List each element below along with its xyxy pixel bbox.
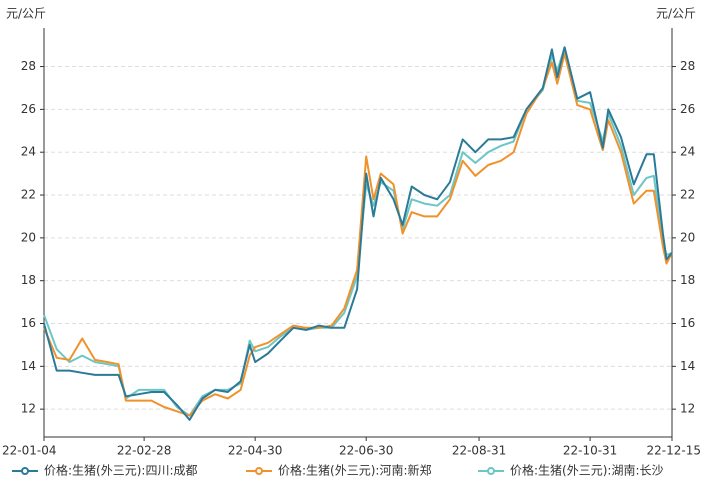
y2-tick-label: 22 xyxy=(680,188,695,202)
y2-tick-label: 26 xyxy=(680,102,695,116)
legend-marker xyxy=(21,467,29,475)
line-series xyxy=(43,52,673,417)
x-tick-label: 22-12-15 xyxy=(647,444,701,458)
legend-label: 价格:生猪(外三元):四川:成都 xyxy=(44,463,198,478)
line-series xyxy=(43,46,673,421)
y2-tick-label: 18 xyxy=(680,273,695,287)
legend-marker xyxy=(487,467,495,475)
x-tick-label: 22-06-30 xyxy=(339,444,393,458)
y-tick-label: 16 xyxy=(21,316,36,330)
x-tick-label: 22-04-30 xyxy=(228,444,282,458)
y2-tick-label: 24 xyxy=(680,145,695,159)
y-tick-label: 24 xyxy=(21,145,36,159)
y-tick-label: 18 xyxy=(21,273,36,287)
line-series xyxy=(43,46,673,417)
legend-marker xyxy=(255,467,263,475)
y-unit-right: 元/公斤 xyxy=(656,7,696,21)
x-tick-label: 22-01-04 xyxy=(2,444,56,458)
y2-tick-label: 28 xyxy=(680,59,695,73)
y-unit-left: 元/公斤 xyxy=(6,7,46,21)
x-tick-label: 22-08-31 xyxy=(452,444,506,458)
y-tick-label: 26 xyxy=(21,102,36,116)
x-tick-label: 22-10-31 xyxy=(563,444,617,458)
y-tick-label: 28 xyxy=(21,59,36,73)
legend-label: 价格:生猪(外三元):湖南:长沙 xyxy=(510,463,664,478)
x-tick-label: 22-02-28 xyxy=(117,444,171,458)
y2-tick-label: 16 xyxy=(680,316,695,330)
y-tick-label: 12 xyxy=(21,402,36,416)
legend-label: 价格:生猪(外三元):河南:新郑 xyxy=(278,463,432,478)
y2-tick-label: 14 xyxy=(680,359,695,373)
y-tick-label: 20 xyxy=(21,230,36,244)
y2-tick-label: 12 xyxy=(680,402,695,416)
y-tick-label: 14 xyxy=(21,359,36,373)
y2-tick-label: 20 xyxy=(680,230,695,244)
y-tick-label: 22 xyxy=(21,188,36,202)
